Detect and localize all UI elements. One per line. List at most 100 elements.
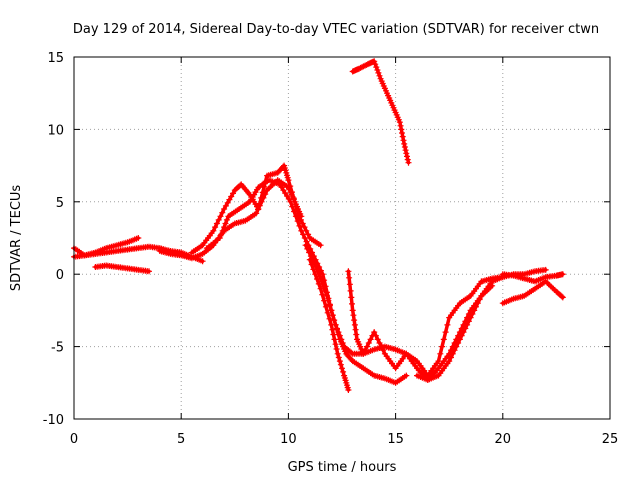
data-point [258, 194, 265, 201]
data-point [317, 285, 324, 292]
data-point [398, 126, 405, 133]
data-point [403, 150, 410, 157]
data-point [374, 336, 381, 343]
data-point [464, 314, 471, 321]
data-point [396, 119, 403, 126]
data-point [374, 67, 381, 73]
data-point [446, 350, 453, 357]
data-point [372, 61, 379, 68]
data-point [353, 331, 360, 338]
data-point [360, 350, 367, 357]
data-point [489, 282, 496, 289]
data-point [345, 268, 352, 275]
data-point [216, 235, 223, 241]
data-point [332, 341, 339, 348]
x-axis-label: GPS time / hours [288, 460, 397, 475]
data-point [346, 274, 353, 281]
data-point [292, 201, 299, 208]
data-point [314, 276, 320, 282]
data-point [255, 206, 262, 212]
data-point [210, 227, 217, 234]
data-point [435, 358, 442, 365]
data-point [345, 387, 352, 393]
data-point [146, 268, 152, 275]
data-point [372, 332, 379, 339]
series-track-f [203, 177, 410, 386]
data-point [399, 130, 405, 136]
data-point [339, 365, 345, 372]
data-point [331, 336, 338, 343]
series-track-j [349, 58, 412, 166]
data-point [465, 311, 472, 317]
data-point [315, 280, 322, 287]
data-point [199, 258, 206, 265]
data-point [440, 336, 447, 343]
data-point [559, 294, 566, 301]
data-point [376, 340, 383, 346]
y-tick-label: -5 [51, 341, 64, 356]
series-track-b [71, 243, 206, 265]
data-point [334, 325, 340, 332]
data-point [307, 253, 314, 260]
plot-frame [73, 56, 611, 420]
x-tick-label: 5 [177, 432, 185, 447]
data-point [296, 222, 303, 229]
data-point [378, 343, 385, 350]
data-point [335, 329, 342, 336]
data-point [460, 321, 467, 328]
series-track-h [306, 256, 352, 393]
data-point [558, 293, 565, 300]
series-track-i [345, 268, 506, 379]
data-point [292, 213, 299, 220]
series-trail [303, 243, 548, 382]
data-point [328, 321, 335, 328]
data-point [399, 133, 406, 140]
data-point [340, 368, 347, 375]
x-tick-label: 0 [70, 432, 78, 447]
data-point [290, 195, 297, 202]
data-point [224, 199, 231, 206]
data-point [371, 58, 378, 65]
data-point [331, 317, 338, 324]
y-tick-label: 0 [56, 268, 64, 283]
data-point [212, 224, 219, 231]
data-point [219, 227, 226, 234]
data-point [222, 202, 229, 209]
data-point [329, 312, 336, 319]
data-point [301, 235, 308, 241]
data-point [453, 336, 460, 343]
data-point [367, 336, 374, 343]
data-point [339, 340, 346, 346]
chart-title: Day 129 of 2014, Sidereal Day-to-day VTE… [73, 22, 599, 37]
series-trail [158, 178, 304, 261]
data-point [215, 216, 222, 223]
grid-lines [74, 57, 610, 419]
data-point [303, 238, 310, 245]
data-point [404, 153, 410, 160]
data-point [349, 300, 355, 307]
data-point [371, 329, 378, 336]
data-point [308, 261, 315, 268]
y-tick-label: 15 [47, 51, 64, 66]
x-tick-label: 25 [602, 432, 619, 447]
series-track-c [92, 262, 152, 275]
data-point [449, 343, 456, 350]
data-point [289, 203, 296, 210]
data-point [455, 332, 462, 339]
data-point [439, 343, 446, 350]
data-point [306, 249, 313, 256]
data-point [350, 312, 357, 319]
data-point [380, 347, 387, 354]
series-track-m [499, 271, 566, 285]
data-point [451, 340, 458, 346]
data-point [319, 291, 326, 298]
data-point [304, 245, 311, 252]
data-point [336, 358, 343, 365]
data-point [301, 224, 308, 231]
series-trail [346, 269, 505, 378]
data-markers [71, 58, 566, 393]
data-point [326, 302, 333, 309]
data-point [559, 271, 566, 278]
data-point [298, 227, 305, 234]
data-point [444, 321, 451, 328]
